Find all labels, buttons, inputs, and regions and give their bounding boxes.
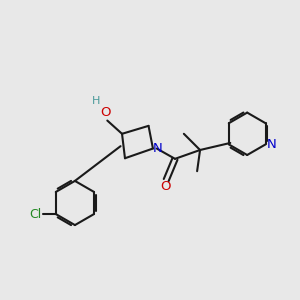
Text: O: O bbox=[160, 180, 171, 193]
Text: O: O bbox=[100, 106, 110, 119]
Text: Cl: Cl bbox=[29, 208, 41, 220]
Text: H: H bbox=[92, 96, 100, 106]
Text: N: N bbox=[152, 142, 162, 155]
Text: N: N bbox=[267, 138, 277, 151]
